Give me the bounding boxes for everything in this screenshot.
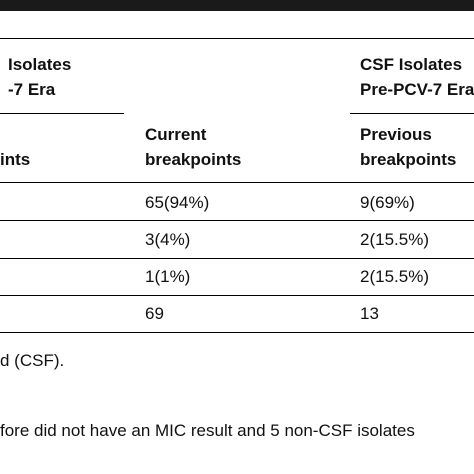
row-1-col1: 65(94%) — [145, 193, 210, 212]
row-3-col2: 2(15.5%) — [360, 267, 429, 286]
footnote-line-1: d (CSF). — [0, 351, 65, 370]
subheader-col2-line1: Previous — [360, 125, 432, 144]
header-col1-line2: -7 Era — [8, 80, 56, 99]
header-underline-right — [350, 113, 474, 114]
header-underline-left — [0, 113, 124, 114]
header-col2-line1: CSF Isolates — [360, 55, 463, 74]
row-2-divider — [0, 258, 474, 259]
row-2-col2: 2(15.5%) — [360, 230, 429, 249]
footnote-line-2: fore did not have an MIC result and 5 no… — [0, 421, 415, 440]
top-bar — [0, 0, 474, 11]
row-1-col2: 9(69%) — [360, 193, 415, 212]
subheader-col1-line2: breakpoints — [145, 150, 242, 169]
subheader-col0-line2: ints — [0, 150, 31, 169]
row-3-divider — [0, 295, 474, 296]
subheader-rule — [0, 182, 474, 183]
table-top-rule — [0, 38, 474, 39]
row-4-col2: 13 — [360, 304, 379, 323]
table-bottom-rule — [0, 332, 474, 333]
subheader-col2-line2: breakpoints — [360, 150, 457, 169]
header-col2-line2: Pre-PCV-7 Era — [360, 80, 474, 99]
header-col1-line1: Isolates — [8, 55, 72, 74]
row-2-col1: 3(4%) — [145, 230, 191, 249]
row-1-divider — [0, 220, 474, 221]
subheader-col1-line1: Current — [145, 125, 207, 144]
row-3-col1: 1(1%) — [145, 267, 191, 286]
row-4-col1: 69 — [145, 304, 164, 323]
